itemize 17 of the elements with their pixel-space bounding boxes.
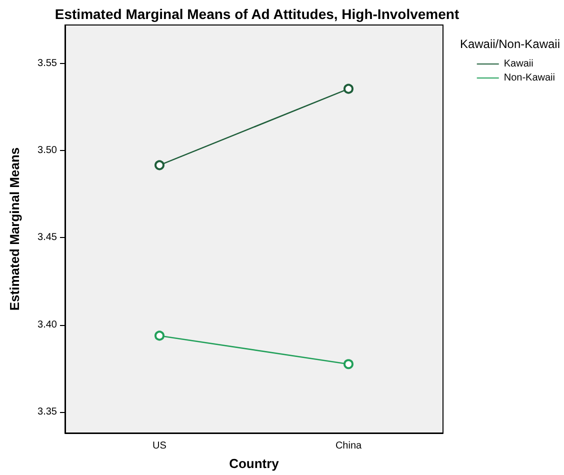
y-tick-label: 3.45: [38, 232, 58, 244]
point: [344, 359, 354, 370]
point: [344, 84, 354, 94]
y-tick-label: 3.55: [38, 58, 58, 69]
point: [154, 160, 164, 170]
y-axis-title: Estimated Marginal Means: [7, 147, 22, 311]
legend-label: Kawaii: [504, 58, 534, 70]
y-tick-label: 3.50: [38, 145, 58, 156]
legend-label: Non-Kawaii: [504, 72, 556, 84]
point: [154, 330, 164, 341]
x-axis-title: Country: [229, 456, 280, 471]
x-tick-label: China: [335, 440, 362, 452]
legend-title: Kawaii/Non-Kawaii: [460, 37, 560, 51]
y-tick-label: 3.40: [38, 319, 58, 330]
y-tick-label: 3.35: [38, 406, 58, 418]
chart-title: Estimated Marginal Means of Ad Attitudes, High-Involvement: [54, 6, 460, 22]
x-tick-label: US: [152, 440, 167, 452]
